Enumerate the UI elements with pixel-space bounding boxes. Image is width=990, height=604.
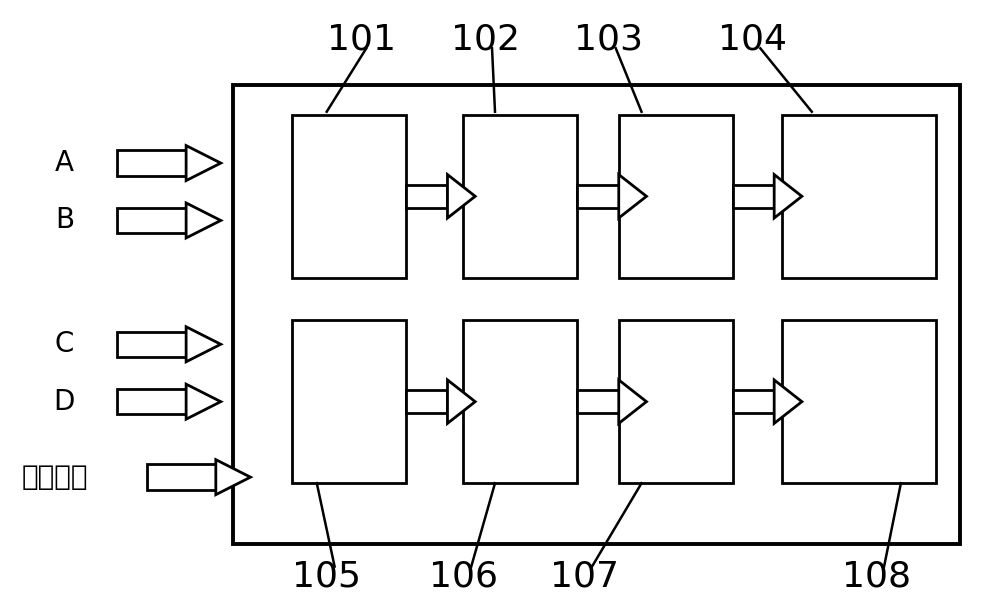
Polygon shape xyxy=(216,460,250,495)
Bar xyxy=(782,115,936,278)
Bar xyxy=(733,390,774,413)
Polygon shape xyxy=(447,175,475,218)
Polygon shape xyxy=(186,384,221,419)
Polygon shape xyxy=(447,380,475,423)
Text: 101: 101 xyxy=(327,22,396,56)
Bar xyxy=(406,390,447,413)
Bar xyxy=(117,150,186,176)
Bar xyxy=(117,389,186,414)
Text: A: A xyxy=(54,149,74,177)
Polygon shape xyxy=(774,380,802,423)
Bar xyxy=(121,214,188,226)
Bar xyxy=(577,185,619,208)
Text: 103: 103 xyxy=(574,22,644,56)
Bar xyxy=(121,396,188,408)
Text: C: C xyxy=(54,330,74,358)
Text: 107: 107 xyxy=(549,560,619,594)
Text: 104: 104 xyxy=(718,22,787,56)
Polygon shape xyxy=(186,203,221,238)
Text: 102: 102 xyxy=(450,22,520,56)
Text: 108: 108 xyxy=(842,560,911,594)
Bar xyxy=(463,320,577,483)
Bar xyxy=(121,157,188,169)
Bar xyxy=(406,185,447,208)
Bar xyxy=(292,115,406,278)
Text: D: D xyxy=(53,388,75,416)
Text: 106: 106 xyxy=(429,560,498,594)
Bar xyxy=(619,320,733,483)
Bar xyxy=(733,185,774,208)
Bar xyxy=(117,208,186,233)
Bar xyxy=(782,320,936,483)
Polygon shape xyxy=(619,175,646,218)
Bar xyxy=(233,85,960,544)
Bar xyxy=(463,115,577,278)
Bar xyxy=(121,338,188,350)
Polygon shape xyxy=(186,146,221,181)
Bar xyxy=(147,464,216,490)
Polygon shape xyxy=(619,380,646,423)
Bar xyxy=(150,471,218,483)
Text: 触发信号: 触发信号 xyxy=(21,463,88,491)
Bar xyxy=(619,115,733,278)
Bar xyxy=(577,390,619,413)
Polygon shape xyxy=(774,175,802,218)
Bar xyxy=(292,320,406,483)
Text: B: B xyxy=(54,207,74,234)
Bar xyxy=(117,332,186,357)
Polygon shape xyxy=(186,327,221,362)
Text: 105: 105 xyxy=(292,560,361,594)
